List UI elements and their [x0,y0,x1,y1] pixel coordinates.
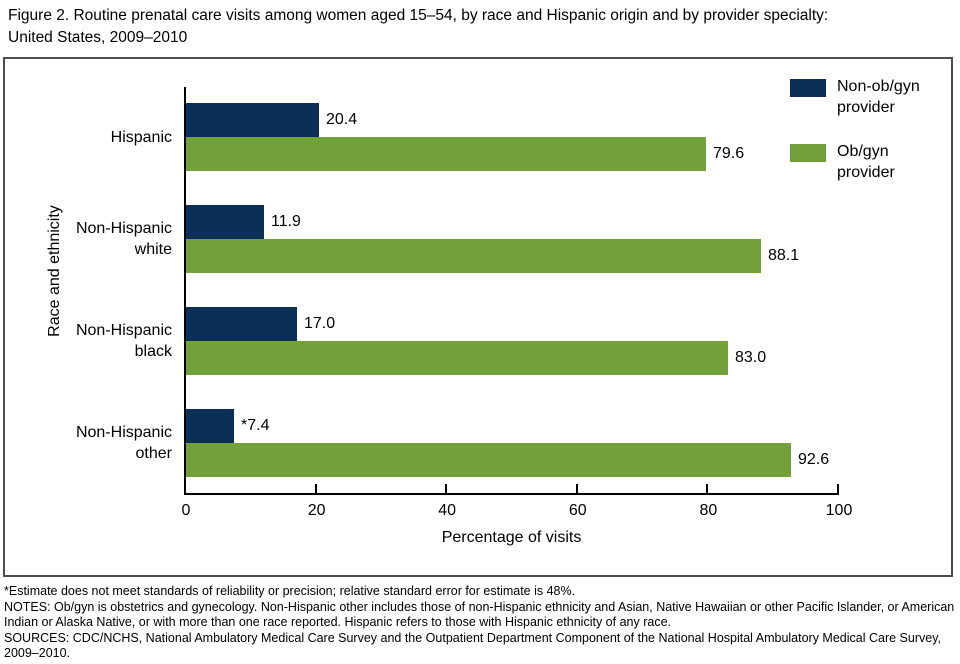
x-axis-tick [837,484,839,493]
legend-item: Non-ob/gyn provider [790,76,937,118]
bar-value-label: 88.1 [768,247,800,264]
bar-non-obgyn [186,307,297,341]
legend-swatch-obgyn [790,144,826,162]
bar-value-label: 79.6 [713,145,745,162]
x-axis-tick [706,484,709,493]
chart-panel: Race and ethnicity 20.4 79.6 11.9 88.1 17.0 8… [3,57,953,577]
legend-label: Ob/gyn provider [837,143,895,181]
bar-value-label: 83.0 [735,349,767,366]
bar-obgyn [186,137,706,171]
legend-label: Non-ob/gyn provider [837,78,920,116]
footnote-sources: SOURCES: CDC/NCHS, National Ambulatory M… [4,630,941,661]
plot-area: 20.4 79.6 11.9 88.1 17.0 83.0 *7.4 92.6 [184,87,839,495]
footnote-notes: NOTES: Ob/gyn is obstetrics and gynecolo… [4,599,955,630]
bar-value-label: 20.4 [326,111,358,128]
category-label: Non-Hispanic white [75,220,172,258]
x-axis-tick-label: 40 [438,502,457,519]
x-axis-tick-label: 20 [307,502,326,519]
bar-obgyn [186,239,761,273]
x-axis-tick [314,484,317,493]
x-axis-tick-label: 0 [181,502,191,519]
bar-value-label: 11.9 [271,213,301,230]
x-axis-tick-label: 60 [568,502,587,519]
bar-obgyn [186,341,728,375]
category-label: Non-Hispanic other [75,424,172,462]
footnotes: *Estimate does not meet standards of rel… [4,584,956,662]
bar-value-label: *7.4 [241,417,270,434]
x-axis-tick-label: 80 [699,502,718,519]
bar-value-label: 17.0 [304,315,336,332]
legend-item: Ob/gyn provider [790,141,937,183]
bar-obgyn [186,443,791,477]
bar-value-label: 92.6 [798,451,830,468]
footnote-reliability: *Estimate does not meet standards of rel… [4,584,576,598]
x-axis-tick [445,484,448,493]
bar-non-obgyn [186,205,264,239]
figure-title-line2: United States, 2009–2010 [8,29,188,46]
category-label: Non-Hispanic black [75,322,172,360]
x-axis-title: Percentage of visits [441,529,582,546]
category-label: Hispanic [110,128,172,146]
legend-swatch-non-obgyn [790,79,826,97]
figure-title: Figure 2. Routine prenatal care visits a… [8,5,952,49]
x-axis-tick [575,484,578,493]
x-axis-tick-label: 100 [825,502,853,519]
bar-non-obgyn [186,103,319,137]
figure-title-line1: Figure 2. Routine prenatal care visits a… [8,7,829,24]
bar-non-obgyn [186,409,234,443]
